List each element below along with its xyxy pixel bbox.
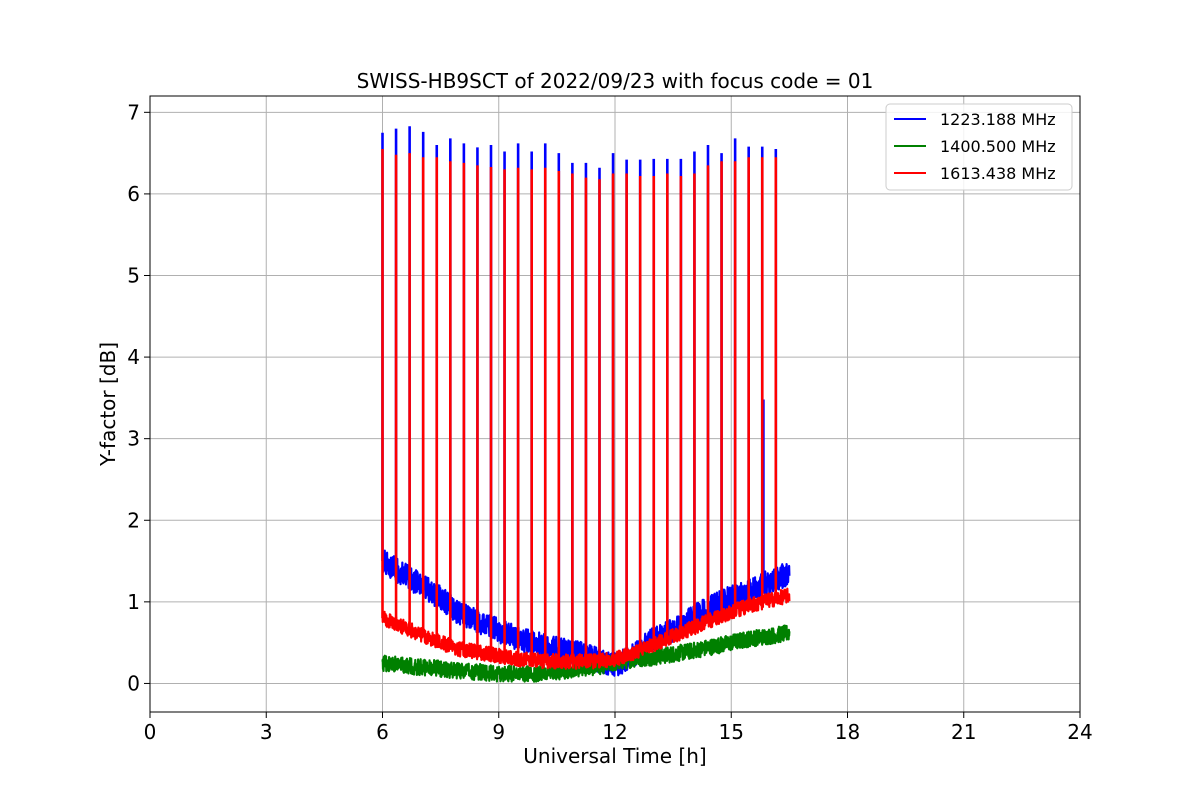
chart-title: SWISS-HB9SCT of 2022/09/23 with focus co… [357,69,874,93]
x-axis-label: Universal Time [h] [523,744,706,768]
y-tick-label: 1 [127,590,140,614]
legend-label: 1223.188 MHz [940,110,1056,129]
x-tick-label: 21 [951,720,976,744]
x-tick-label: 0 [144,720,157,744]
y-tick-label: 2 [127,508,140,532]
x-tick-label: 6 [376,720,389,744]
series-1613-438-mhz [381,149,791,670]
y-tick-label: 7 [127,100,140,124]
x-tick-label: 24 [1067,720,1092,744]
x-tick-label: 18 [835,720,860,744]
y-tick-label: 3 [127,427,140,451]
y-tick-label: 5 [127,263,140,287]
legend-label: 1613.438 MHz [940,164,1056,183]
legend-box [885,103,1073,191]
y-tick-label: 0 [127,671,140,695]
y-tick-label: 6 [127,182,140,206]
y-axis-label: Y-factor [dB] [96,342,120,467]
x-tick-label: 15 [719,720,744,744]
y-tick-label: 4 [127,345,140,369]
series-line [381,624,791,683]
legend: 1223.188 MHz 1400.500 MHz 1613.438 MHz [885,103,1073,191]
x-tick-label: 9 [492,720,505,744]
plot-area [381,126,791,683]
series-1400-500-mhz [381,624,791,683]
legend-label: 1400.500 MHz [940,137,1056,156]
x-tick-label: 3 [260,720,273,744]
x-tick-label: 12 [602,720,627,744]
